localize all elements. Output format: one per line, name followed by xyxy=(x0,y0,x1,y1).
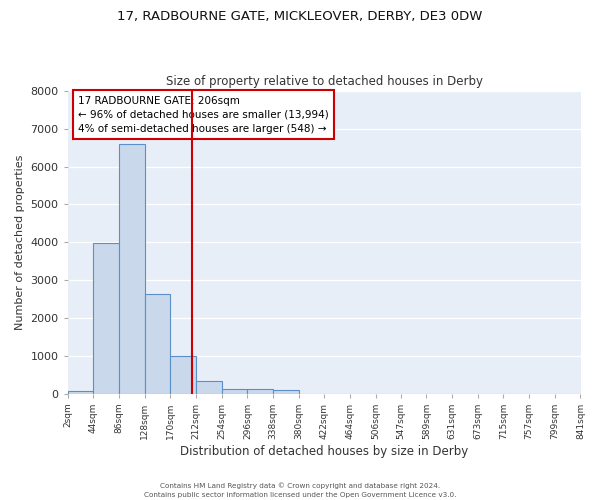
Bar xyxy=(247,390,273,394)
Y-axis label: Number of detached properties: Number of detached properties xyxy=(15,154,25,330)
Title: Size of property relative to detached houses in Derby: Size of property relative to detached ho… xyxy=(166,76,482,88)
Text: Contains HM Land Registry data © Crown copyright and database right 2024.: Contains HM Land Registry data © Crown c… xyxy=(160,482,440,489)
Bar xyxy=(68,391,94,394)
Bar xyxy=(196,381,222,394)
Bar xyxy=(222,389,247,394)
Bar xyxy=(170,356,196,394)
Bar xyxy=(145,294,170,394)
Text: 17 RADBOURNE GATE: 206sqm
← 96% of detached houses are smaller (13,994)
4% of se: 17 RADBOURNE GATE: 206sqm ← 96% of detac… xyxy=(78,96,329,134)
Text: Contains public sector information licensed under the Open Government Licence v3: Contains public sector information licen… xyxy=(144,492,456,498)
X-axis label: Distribution of detached houses by size in Derby: Distribution of detached houses by size … xyxy=(180,444,468,458)
Bar xyxy=(273,390,299,394)
Bar xyxy=(119,144,145,394)
Text: 17, RADBOURNE GATE, MICKLEOVER, DERBY, DE3 0DW: 17, RADBOURNE GATE, MICKLEOVER, DERBY, D… xyxy=(118,10,482,23)
Bar xyxy=(94,243,119,394)
